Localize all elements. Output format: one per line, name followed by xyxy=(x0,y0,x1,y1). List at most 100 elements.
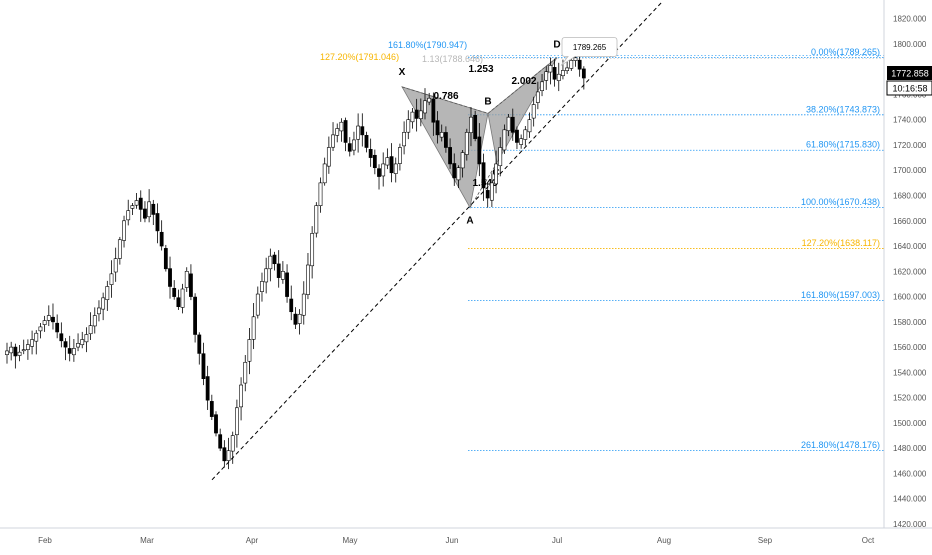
candle-down xyxy=(168,268,172,287)
candle-down xyxy=(285,272,289,297)
price-tick-label: 1540.000 xyxy=(893,368,927,377)
price-tick-label: 1520.000 xyxy=(893,394,927,403)
candle-down xyxy=(515,129,519,143)
candle-up xyxy=(427,97,432,103)
pattern-point-label: X xyxy=(399,67,406,78)
candle-down xyxy=(209,401,214,417)
candle-down xyxy=(552,67,557,80)
candle-down xyxy=(481,162,486,189)
candle-up xyxy=(439,132,444,138)
pattern-ratio-label: 2.002 xyxy=(511,76,536,87)
fib-levels-layer: 0.00%(1789.265) 38.20%(1743.873) 61.80%(17… xyxy=(468,47,884,451)
candle-down xyxy=(443,132,448,148)
candle-down xyxy=(452,163,457,179)
countdown-tag: 10:16:58 xyxy=(886,80,932,96)
candle-up xyxy=(398,147,402,164)
candle-down xyxy=(364,135,369,148)
pattern-point-label: D xyxy=(553,39,560,50)
fib-level-label: 127.20%(1638.117) xyxy=(802,238,880,248)
price-tick-label: 1420.000 xyxy=(893,520,927,529)
candle-up xyxy=(548,65,553,73)
candle-up xyxy=(5,350,9,356)
candle-down xyxy=(172,287,177,297)
candle-up xyxy=(46,315,51,321)
countdown-text: 10:16:58 xyxy=(892,84,927,94)
candle-up xyxy=(230,435,235,452)
time-axis[interactable] xyxy=(0,528,884,550)
candle-up xyxy=(260,281,264,292)
candle-up xyxy=(76,343,80,348)
price-callout-box xyxy=(560,37,618,66)
candle-up xyxy=(326,147,331,167)
candle-up xyxy=(117,239,122,259)
candle-down xyxy=(485,190,490,199)
candle-up xyxy=(38,326,43,332)
candle-down xyxy=(368,149,373,158)
candle-up xyxy=(402,132,407,147)
candle-down xyxy=(448,147,452,165)
candle-down xyxy=(389,156,394,174)
candles-layer xyxy=(5,47,586,470)
candle-down xyxy=(377,168,381,177)
candle-up xyxy=(531,104,536,119)
last-price-tag: 1772.858 xyxy=(887,66,932,80)
candle-up xyxy=(460,152,465,169)
candle-up xyxy=(226,450,231,461)
candle-up xyxy=(519,138,524,145)
candle-up xyxy=(331,134,335,148)
candle-up xyxy=(243,361,248,384)
candle-up xyxy=(113,258,118,273)
time-tick-label: May xyxy=(342,536,357,545)
pattern-point-label: B xyxy=(484,96,491,107)
candle-up xyxy=(335,128,340,136)
candle-up xyxy=(255,293,260,316)
projection-label: 1.13(1788.646) xyxy=(422,54,483,64)
candle-down xyxy=(138,197,143,210)
candle-up xyxy=(498,147,503,167)
candle-down xyxy=(289,298,294,313)
candle-up xyxy=(88,325,93,335)
candle-up xyxy=(556,73,561,81)
candle-up xyxy=(561,70,565,77)
time-axis-ticks: Feb Mar Apr May Jun Jul Aug Sep Oct xyxy=(38,536,875,545)
candle-up xyxy=(352,139,356,151)
candle-up xyxy=(423,100,427,114)
candle-up xyxy=(418,110,423,119)
candle-down xyxy=(189,273,193,297)
candle-up xyxy=(301,293,306,316)
candle-up xyxy=(122,220,126,241)
price-tick-label: 1500.000 xyxy=(893,419,927,428)
candle-up xyxy=(247,339,252,362)
candle-up xyxy=(71,348,76,356)
time-tick-label: Oct xyxy=(862,536,875,545)
candle-down xyxy=(343,120,348,143)
candle-up xyxy=(469,116,473,133)
candle-up xyxy=(540,81,544,91)
candle-up xyxy=(92,315,97,327)
fib-level-label: 61.80%(1715.830) xyxy=(806,140,880,150)
candle-up xyxy=(393,163,398,174)
time-tick-label: Mar xyxy=(140,536,154,545)
price-tick-label: 1600.000 xyxy=(893,293,927,302)
candle-up xyxy=(134,200,139,206)
fib-level-label: 261.80%(1478.176) xyxy=(801,440,880,450)
candle-down xyxy=(276,263,281,278)
candle-up xyxy=(105,286,110,301)
candle-up xyxy=(126,210,131,221)
candle-down xyxy=(59,333,64,342)
candle-down xyxy=(435,120,440,136)
candle-down xyxy=(581,68,586,79)
candle-up xyxy=(235,407,239,436)
candle-up xyxy=(34,332,39,342)
price-tick-label: 1720.000 xyxy=(893,141,927,150)
time-tick-label: Jul xyxy=(552,536,562,545)
candle-up xyxy=(527,119,532,133)
pattern-point-label: A xyxy=(466,216,473,227)
candle-down xyxy=(151,203,156,215)
candle-up xyxy=(130,205,135,209)
candle-up xyxy=(297,313,302,324)
trendline-layer xyxy=(211,1,663,481)
candle-up xyxy=(356,125,361,140)
